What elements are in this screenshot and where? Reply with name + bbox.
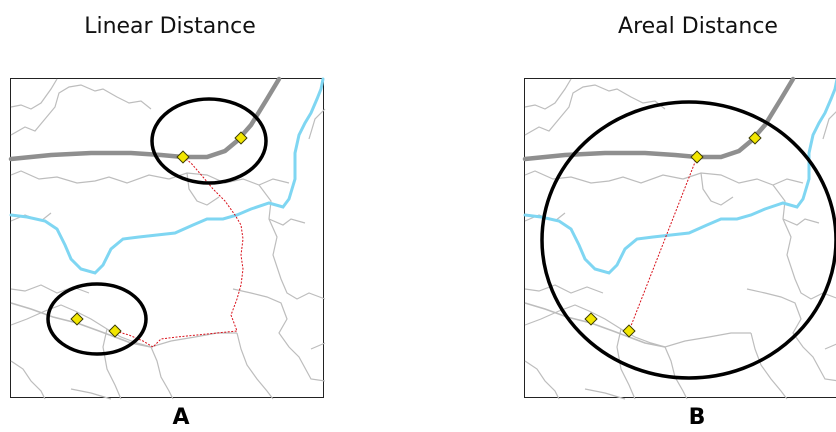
highway-road xyxy=(8,76,282,162)
point-marker-icon xyxy=(108,324,122,338)
title-linear-distance: Linear Distance xyxy=(84,14,256,39)
map-b-svg xyxy=(522,76,836,400)
panel-label-b: B xyxy=(688,405,706,430)
panel-label-a: A xyxy=(172,405,190,430)
search-circle-large xyxy=(540,100,836,380)
map-panel-b xyxy=(522,76,836,400)
title-areal-distance: Areal Distance xyxy=(618,14,778,39)
river xyxy=(9,77,325,275)
point-marker-icon xyxy=(234,131,248,145)
point-marker-icon xyxy=(748,131,762,145)
point-marker-icon xyxy=(176,150,190,164)
highway-road xyxy=(522,76,796,162)
lower-road xyxy=(10,302,152,348)
search-circle-bottom xyxy=(46,282,148,356)
search-circle-top xyxy=(150,97,268,185)
point-marker-icon xyxy=(584,312,598,326)
point-marker-icon xyxy=(70,312,84,326)
network-path xyxy=(114,156,244,348)
point-marker-icon xyxy=(622,324,636,338)
straight-line-path xyxy=(628,156,698,332)
river xyxy=(523,77,836,275)
lower-road xyxy=(524,302,666,348)
map-panel-a xyxy=(8,76,326,400)
boundary-lines xyxy=(10,78,326,400)
point-marker-icon xyxy=(690,150,704,164)
boundary-lines xyxy=(524,78,836,400)
map-a-svg xyxy=(8,76,326,400)
